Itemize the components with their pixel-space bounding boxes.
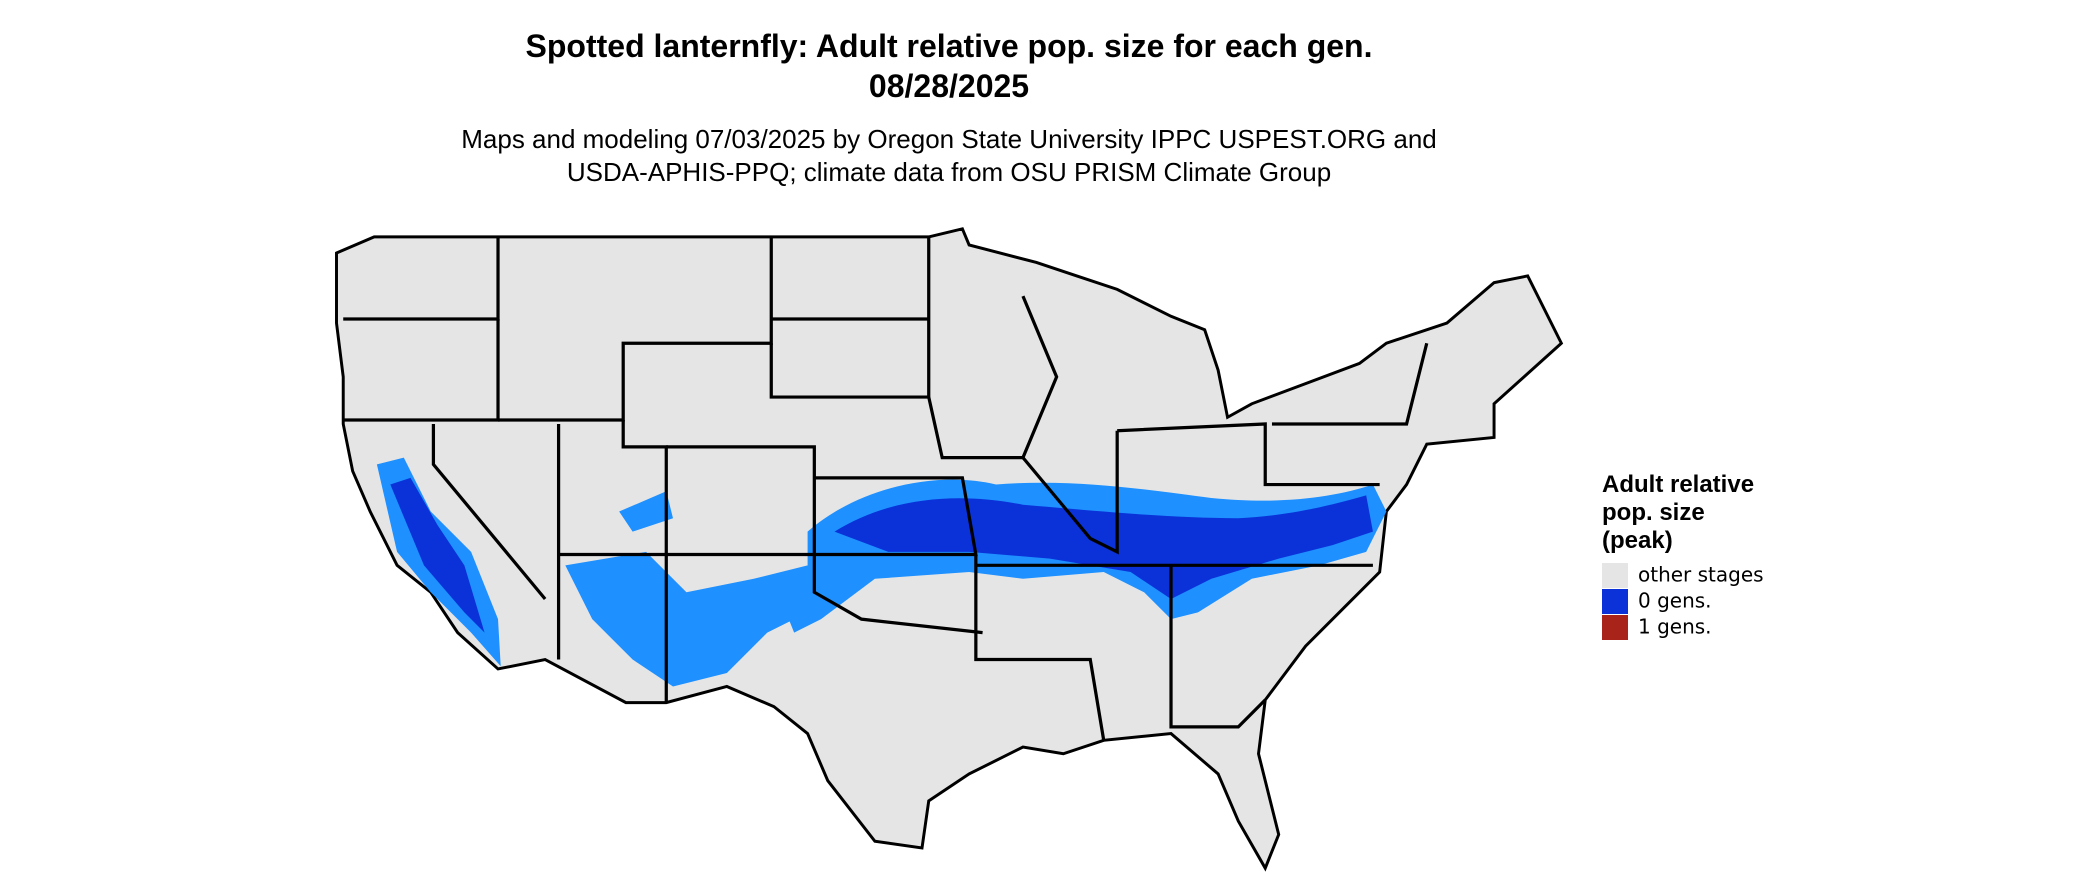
title-date: 08/28/2025 — [869, 68, 1029, 104]
legend-swatch — [1602, 563, 1628, 588]
map — [335, 227, 1564, 872]
state-borders — [343, 236, 1429, 741]
legend-label: 1 gens. — [1638, 615, 1712, 639]
legend-title: pop. size — [1602, 499, 1705, 526]
header: Spotted lanternfly: Adult relative pop. … — [461, 28, 1437, 187]
subtitle: USDA-APHIS-PPQ; climate data from OSU PR… — [567, 157, 1331, 187]
title: Spotted lanternfly: Adult relative pop. … — [526, 28, 1373, 64]
legend-label: other stages — [1638, 563, 1764, 587]
legend-label: 0 gens. — [1638, 589, 1712, 613]
legend-swatch — [1602, 615, 1628, 640]
subtitle: Maps and modeling 07/03/2025 by Oregon S… — [461, 124, 1437, 154]
legend-title: (peak) — [1602, 527, 1673, 554]
legend-title: Adult relative — [1602, 471, 1754, 498]
spread-area — [376, 457, 1387, 687]
legend-swatch — [1602, 589, 1628, 614]
